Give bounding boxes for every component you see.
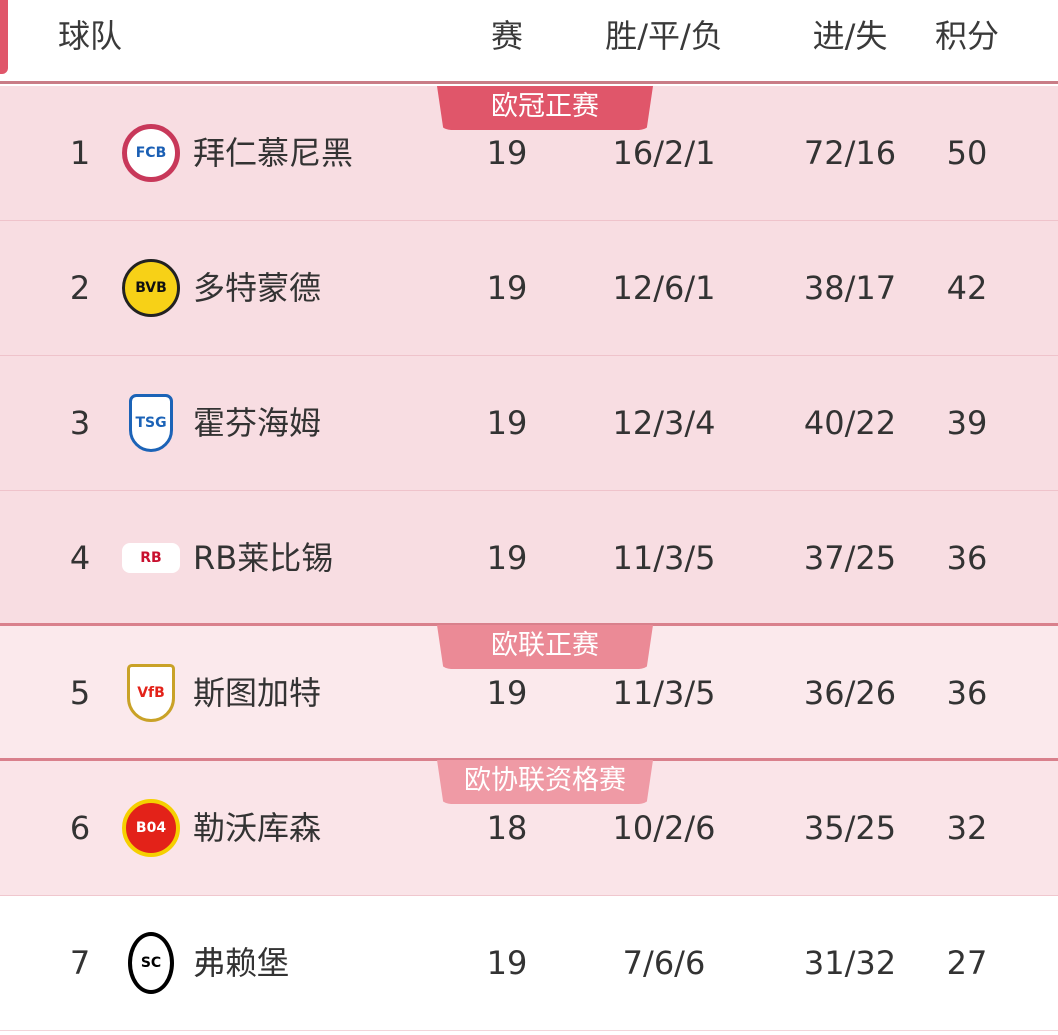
zone-divider: [0, 758, 1058, 761]
table-row[interactable]: 3 TSG 霍芬海姆 19 12/3/4 40/22 39: [0, 356, 1058, 491]
goals: 35/25: [803, 809, 897, 847]
header-team: 球队: [58, 17, 123, 55]
played: 19: [486, 944, 528, 982]
rank: 7: [69, 944, 91, 982]
wdl: 7/6/6: [622, 944, 706, 982]
table-row[interactable]: 4 RB RB莱比锡 19 11/3/5 37/25 36: [0, 491, 1058, 626]
points: 50: [946, 134, 988, 172]
played: 19: [486, 269, 528, 307]
table-row[interactable]: 7 SC 弗赖堡 19 7/6/6 31/32 27: [0, 896, 1058, 1031]
stuttgart-logo-icon: VfB: [127, 664, 175, 722]
header-played: 赛: [490, 17, 524, 55]
wdl: 16/2/1: [612, 134, 716, 172]
rank: 4: [69, 539, 91, 577]
team-name[interactable]: 霍芬海姆: [193, 404, 322, 442]
bayern-logo-icon: FCB: [122, 124, 180, 182]
header-goals: 进/失: [812, 17, 888, 55]
team-name[interactable]: RB莱比锡: [193, 539, 334, 577]
table-header: 球队 赛 胜/平/负 进/失 积分: [0, 0, 1058, 84]
rank: 1: [69, 134, 91, 172]
header-points: 积分: [934, 17, 1000, 55]
team-name[interactable]: 斯图加特: [193, 674, 322, 712]
rank: 5: [69, 674, 91, 712]
table-row[interactable]: 1 FCB 拜仁慕尼黑 19 16/2/1 72/16 50: [0, 86, 1058, 221]
wdl: 12/3/4: [612, 404, 716, 442]
points: 32: [946, 809, 988, 847]
leverkusen-logo-icon: B04: [122, 799, 180, 857]
goals: 72/16: [803, 134, 897, 172]
rank: 2: [69, 269, 91, 307]
played: 18: [486, 809, 528, 847]
played: 19: [486, 674, 528, 712]
wdl: 10/2/6: [612, 809, 716, 847]
points: 36: [946, 539, 988, 577]
goals: 38/17: [803, 269, 897, 307]
freiburg-logo-icon: SC: [128, 932, 174, 994]
goals: 36/26: [803, 674, 897, 712]
dortmund-logo-icon: BVB: [122, 259, 180, 317]
header-wdl: 胜/平/负: [605, 17, 723, 55]
team-name[interactable]: 拜仁慕尼黑: [193, 134, 354, 172]
table-row[interactable]: 2 BVB 多特蒙德 19 12/6/1 38/17 42: [0, 221, 1058, 356]
goals: 40/22: [803, 404, 897, 442]
points: 39: [946, 404, 988, 442]
zone-tag: 欧联正赛: [437, 625, 653, 669]
wdl: 11/3/5: [612, 674, 716, 712]
active-tab-indicator: [0, 0, 8, 74]
zone-tag: 欧冠正赛: [437, 86, 653, 130]
goals: 31/32: [803, 944, 897, 982]
hoffenheim-logo-icon: TSG: [129, 394, 173, 452]
zone-tag: 欧协联资格赛: [437, 760, 653, 804]
rank: 3: [69, 404, 91, 442]
played: 19: [486, 539, 528, 577]
points: 36: [946, 674, 988, 712]
team-name[interactable]: 勒沃库森: [193, 809, 322, 847]
team-name[interactable]: 弗赖堡: [193, 944, 290, 982]
leipzig-logo-icon: RB: [122, 543, 180, 573]
team-name[interactable]: 多特蒙德: [193, 269, 322, 307]
rank: 6: [69, 809, 91, 847]
points: 42: [946, 269, 988, 307]
played: 19: [486, 134, 528, 172]
zone-divider: [0, 623, 1058, 626]
wdl: 11/3/5: [612, 539, 716, 577]
points: 27: [946, 944, 988, 982]
goals: 37/25: [803, 539, 897, 577]
wdl: 12/6/1: [612, 269, 716, 307]
table-row[interactable]: 6 B04 勒沃库森 18 10/2/6 35/25 32: [0, 761, 1058, 896]
played: 19: [486, 404, 528, 442]
